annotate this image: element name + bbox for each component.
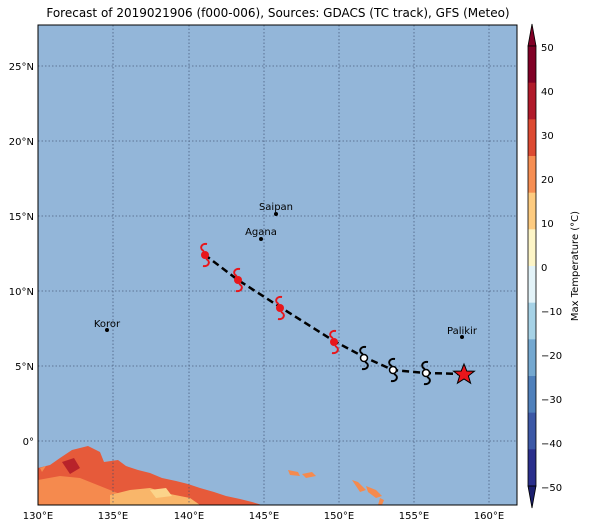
lon-tick-label: 145°E — [249, 511, 279, 522]
colorbar-band — [528, 119, 536, 157]
cyclone-white-icon — [359, 345, 369, 371]
city-label-koror: Koror — [94, 319, 121, 330]
cyclone-white-icon — [388, 357, 398, 383]
colorbar-band — [528, 412, 536, 450]
tc-track-line — [204, 254, 465, 376]
city-koror: Koror — [94, 319, 121, 332]
lat-tick-label: 20°N — [9, 137, 34, 148]
colorbar-tick: −30 — [541, 395, 562, 406]
colorbar-tick: 30 — [541, 131, 554, 142]
colorbar-band — [528, 46, 536, 84]
colorbar-top-arrow — [527, 23, 537, 47]
lat-tick-label: 0° — [23, 437, 34, 448]
city-label-palikir: Palikir — [447, 326, 478, 337]
colorbar-band — [528, 302, 536, 340]
lon-tick-label: 150°E — [324, 511, 354, 522]
lon-tick-labels: 130°E 135°E 140°E 145°E 150°E 155°E 160°… — [23, 511, 504, 522]
cyclone-red-icon — [200, 242, 210, 268]
colorbar-tick-labels: 50 40 30 20 10 0 −10 −20 −30 −40 −50 — [541, 43, 562, 494]
map-title: Forecast of 2019021906 (f000-006), Sourc… — [46, 6, 510, 20]
colorbar-band — [528, 156, 536, 194]
colorbar-bottom-arrow — [527, 485, 537, 509]
lon-tick-label: 135°E — [98, 511, 128, 522]
cyclone-red-icon — [275, 295, 285, 321]
lon-tick-label: 160°E — [474, 511, 504, 522]
lat-tick-labels: 25°N 20°N 15°N 10°N 5°N 0° — [9, 62, 34, 448]
colorbar-tick: −20 — [541, 351, 562, 362]
cyclone-red-icon — [329, 329, 339, 355]
tc-markers — [200, 242, 476, 386]
colorbar-band — [528, 449, 536, 487]
city-agana: Agana — [245, 227, 277, 241]
lon-tick-label: 140°E — [174, 511, 204, 522]
colorbar-tick: −10 — [541, 307, 562, 318]
colorbar-band — [528, 339, 536, 377]
colorbar-band — [528, 82, 536, 120]
colorbar-tick: 0 — [541, 263, 547, 274]
colorbar-band — [528, 266, 536, 304]
cyclone-red-icon — [233, 267, 243, 293]
lat-tick-label: 5°N — [15, 362, 34, 373]
colorbar-tick: 10 — [541, 219, 554, 230]
colorbar-band — [528, 192, 536, 230]
colorbar-band — [528, 229, 536, 267]
colorbar-tick: −50 — [541, 483, 562, 494]
colorbar-tick: 50 — [541, 43, 554, 54]
cyclone-white-icon — [421, 360, 431, 386]
colorbar-tick: 40 — [541, 87, 554, 98]
map-gridlines — [38, 25, 517, 505]
colorbar-tick: 20 — [541, 175, 554, 186]
colorbar-label: Max Temperature (°C) — [570, 211, 581, 321]
land-new-guinea — [38, 446, 384, 505]
lon-tick-label: 130°E — [23, 511, 53, 522]
map-frame — [37, 24, 518, 506]
city-saipan: Saipan — [259, 202, 293, 216]
city-label-saipan: Saipan — [259, 202, 293, 213]
city-label-agana: Agana — [245, 227, 277, 238]
colorbar: 50 40 30 20 10 0 −10 −20 −30 −40 −50 Max… — [527, 23, 581, 509]
colorbar-bands — [528, 46, 536, 487]
ocean-background — [38, 25, 517, 505]
lon-tick-label: 155°E — [399, 511, 429, 522]
star-icon — [452, 362, 476, 385]
lat-tick-label: 15°N — [9, 212, 34, 223]
lat-tick-label: 10°N — [9, 287, 34, 298]
lat-tick-label: 25°N — [9, 62, 34, 73]
colorbar-band — [528, 376, 536, 414]
colorbar-tick: −40 — [541, 439, 562, 450]
city-palikir: Palikir — [447, 326, 478, 339]
